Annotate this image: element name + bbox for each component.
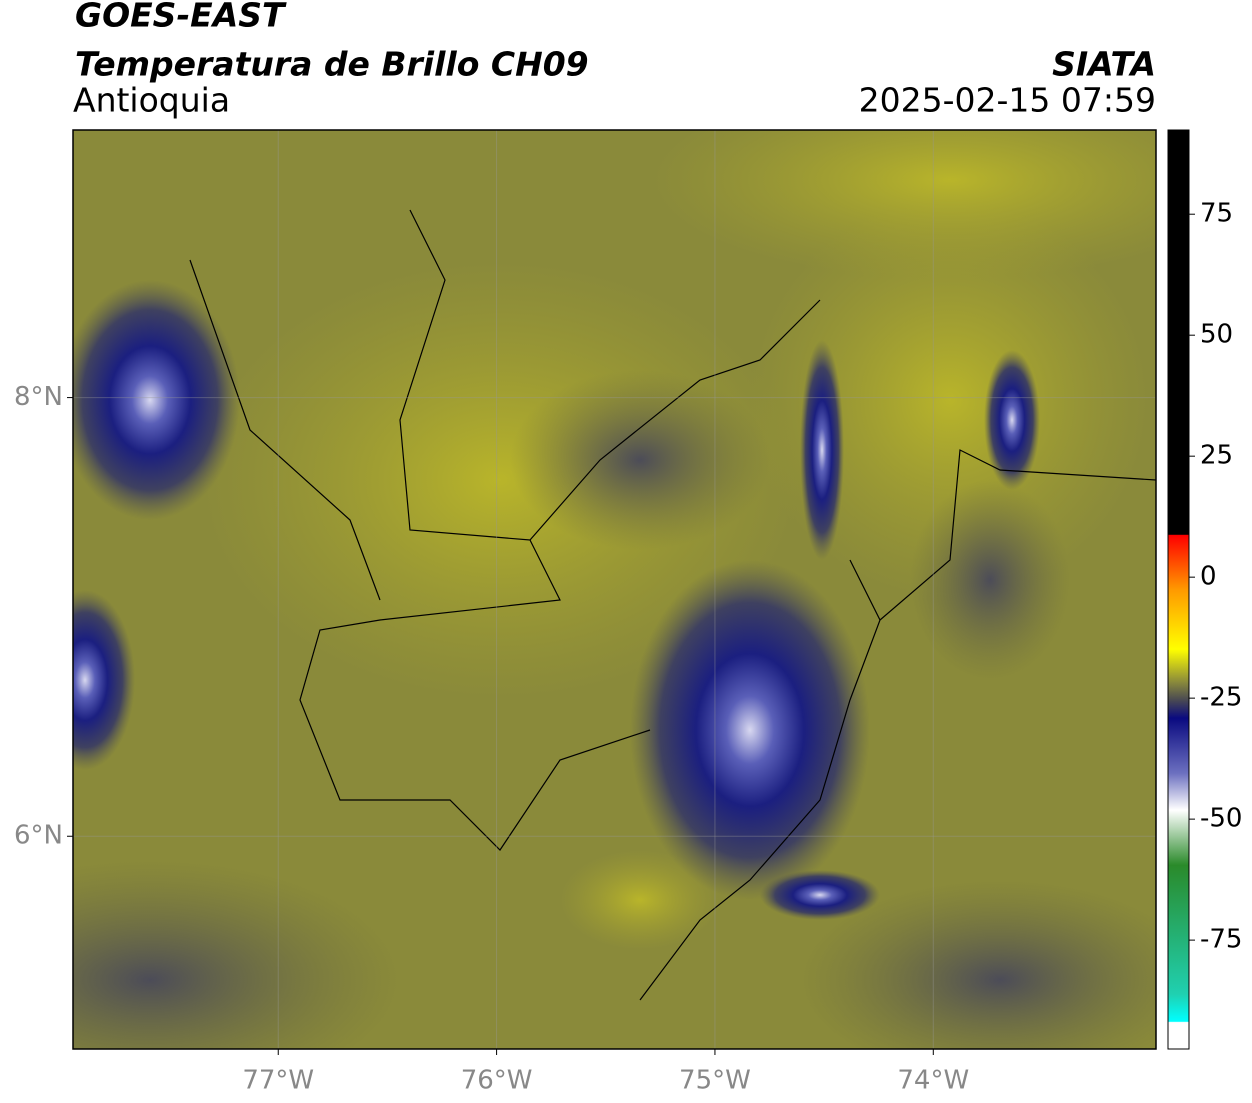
x-tick-label: 77°W — [242, 1066, 314, 1096]
title: GOES-EAST — [75, 0, 287, 35]
cool-area — [73, 860, 400, 1049]
cool-area — [800, 880, 1156, 1049]
cloud — [800, 340, 844, 560]
colorbar-tick-label: 25 — [1200, 441, 1233, 471]
cloud — [73, 590, 135, 770]
cool-area — [510, 370, 770, 550]
warm-area — [200, 260, 800, 700]
cloud — [73, 280, 240, 520]
x-tick-label: 74°W — [897, 1066, 969, 1096]
boundary — [189, 209, 1156, 1001]
source: SIATA — [1052, 45, 1156, 84]
warm-area — [560, 850, 720, 950]
colorbar-tick-label: -25 — [1200, 683, 1242, 713]
cloud — [760, 870, 880, 920]
x-tick-label: 76°W — [461, 1066, 533, 1096]
cool-area — [910, 480, 1070, 680]
cloud — [984, 350, 1040, 490]
colorbar-tick-label: 50 — [1200, 320, 1233, 350]
subtitle: Temperatura de Brillo CH09 — [75, 45, 589, 84]
colorbar — [1167, 129, 1190, 1050]
y-tick-label: 8°N — [14, 382, 63, 412]
colorbar-tick-label: 75 — [1200, 199, 1233, 229]
cloud — [630, 560, 870, 900]
warm-area — [650, 130, 1156, 280]
region: Antioquia — [73, 81, 230, 120]
colorbar-tick-label: 0 — [1200, 562, 1217, 592]
map-image — [73, 130, 1156, 1049]
warm-area — [750, 200, 1150, 600]
map-frame — [72, 129, 1157, 1050]
y-tick-label: 6°N — [14, 821, 63, 851]
colorbar-tick-label: -75 — [1200, 925, 1242, 955]
colorbar-tick-label: -50 — [1200, 804, 1242, 834]
x-tick-label: 75°W — [679, 1066, 751, 1096]
grid — [73, 130, 1156, 1049]
datetime: 2025-02-15 07:59 — [859, 81, 1156, 120]
